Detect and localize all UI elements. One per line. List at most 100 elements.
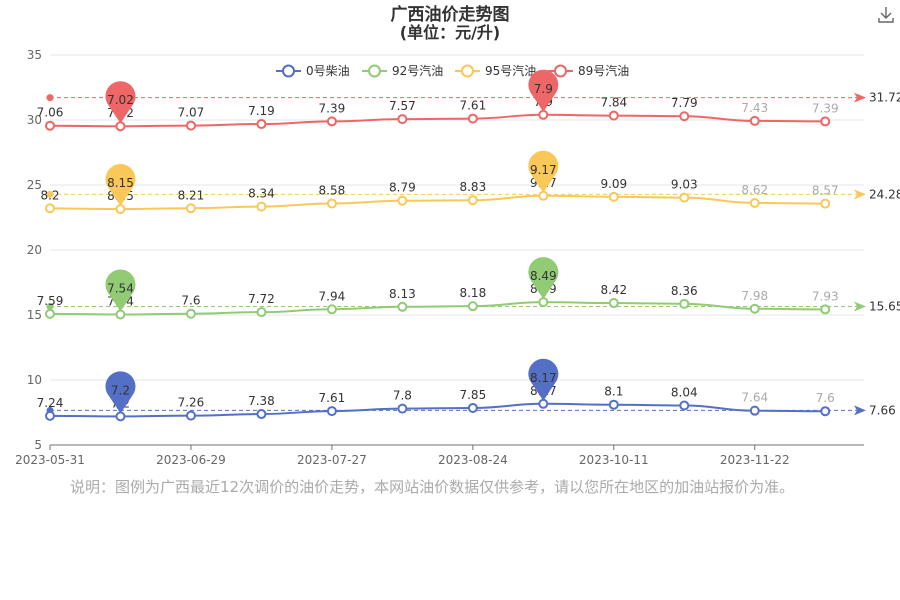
- data-label: 7.43: [741, 101, 768, 115]
- data-point: [45, 203, 55, 214]
- x-tick-label: 2023-08-24: [438, 453, 508, 467]
- data-point: [820, 198, 831, 209]
- data-point: [679, 192, 690, 203]
- max-pin-shape: [528, 69, 559, 112]
- x-tick-label: 2023-11-22: [720, 453, 790, 467]
- min-pin-label: 7.54: [107, 281, 134, 295]
- y-tick-label: 30: [27, 113, 42, 127]
- data-label: 8.1: [604, 385, 623, 399]
- data-label: 7.6: [816, 391, 835, 405]
- series-line: [49, 113, 826, 128]
- data-point: [608, 298, 619, 309]
- average-label: 7.66: [869, 403, 896, 417]
- data-label: 8.13: [389, 287, 416, 301]
- min-pin-label: 7.2: [111, 383, 130, 397]
- average-end-arrow: [854, 301, 866, 312]
- data-label: 8.79: [389, 181, 416, 195]
- legend-swatch-marker: [554, 64, 567, 78]
- x-tick-label: 2023-10-11: [579, 453, 649, 467]
- series-group: 24.28 8.2 8.15 8.21 8.34 8.58 8.79 8.83 9.17 9.09…: [40, 150, 900, 215]
- legend-swatch-marker: [461, 64, 474, 78]
- data-point: [397, 114, 408, 125]
- y-tick-label: 10: [27, 373, 42, 387]
- legend-label: 95号汽油: [485, 63, 536, 78]
- series-group: 31.72 7.06 7.02 7.07 7.19 7.39 7.57 7.61 7.9 7.84…: [37, 69, 900, 132]
- legend-item[interactable]: 92号汽油: [362, 63, 443, 78]
- data-point: [679, 111, 690, 122]
- series-line: [49, 301, 826, 316]
- data-label: 9.09: [600, 177, 627, 191]
- data-point: [538, 190, 549, 201]
- data-point: [115, 204, 126, 215]
- min-pin-shape: [105, 164, 136, 207]
- data-label: 9.03: [671, 178, 698, 192]
- data-label: 7.57: [389, 99, 416, 113]
- chart-footnote: 说明：图例为广西最近12次调价的油价走势，本网站油价数据仅供参考，请以您所在地区…: [70, 478, 795, 496]
- data-point: [326, 304, 337, 315]
- average-start-marker: [46, 190, 54, 198]
- max-pin-shape: [528, 150, 559, 193]
- max-pin: 7.9: [528, 69, 559, 112]
- y-tick-label: 25: [27, 178, 42, 192]
- data-point: [397, 195, 408, 206]
- data-label: 7.85: [459, 388, 486, 402]
- average-start-marker: [46, 303, 54, 311]
- data-label: 7.64: [741, 391, 768, 405]
- x-tick-label: 2023-05-31: [15, 453, 85, 467]
- data-point: [326, 198, 337, 209]
- data-point: [397, 403, 408, 414]
- data-point: [820, 116, 831, 127]
- data-point: [820, 304, 831, 315]
- data-point: [467, 195, 478, 206]
- average-start-marker: [46, 94, 54, 102]
- x-tick-label: 2023-06-29: [156, 453, 226, 467]
- data-point: [326, 116, 337, 127]
- max-pin-shape: [528, 358, 559, 401]
- min-pin: 7.02: [105, 81, 136, 124]
- data-point: [538, 109, 549, 120]
- data-label: 8.04: [671, 385, 698, 399]
- data-label: 7.26: [178, 396, 205, 410]
- data-point: [538, 398, 549, 409]
- data-point: [820, 406, 831, 417]
- legend-item[interactable]: 95号汽油: [455, 63, 536, 78]
- data-point: [256, 409, 267, 420]
- y-tick-label: 20: [27, 243, 42, 257]
- data-label: 7.98: [741, 289, 768, 303]
- data-point: [115, 411, 126, 422]
- chart-subtitle: (单位：元/升): [400, 23, 500, 42]
- data-label: 8.18: [459, 286, 486, 300]
- y-tick-label: 35: [27, 48, 42, 62]
- y-tick-label: 5: [34, 438, 42, 452]
- max-pin-label: 9.17: [530, 163, 557, 177]
- legend-item[interactable]: 89号汽油: [548, 63, 629, 78]
- data-point: [256, 307, 267, 318]
- data-label: 8.62: [741, 183, 768, 197]
- data-label: 7.6: [181, 294, 200, 308]
- download-icon[interactable]: [878, 7, 894, 23]
- legend-item[interactable]: 0号柴油: [276, 64, 350, 78]
- data-label: 7.39: [812, 101, 839, 115]
- data-point: [749, 115, 760, 126]
- average-label: 31.72: [869, 91, 900, 105]
- data-label: 8.34: [248, 187, 275, 201]
- data-point: [397, 301, 408, 312]
- data-label: 7.59: [37, 294, 64, 308]
- data-point: [679, 298, 690, 309]
- data-label: 8.2: [40, 188, 59, 202]
- chart-title: 广西油价走势图: [391, 4, 510, 25]
- data-point: [608, 399, 619, 410]
- data-label: 7.19: [248, 104, 275, 118]
- data-point: [45, 308, 55, 319]
- series-group: 15.65 7.59 7.54 7.6 7.72 7.94 8.13 8.18 8.49 8.42…: [37, 257, 900, 320]
- data-point: [45, 410, 55, 421]
- data-point: [326, 406, 337, 417]
- data-label: 7.24: [37, 396, 64, 410]
- legend-swatch-marker: [368, 64, 381, 78]
- data-point: [256, 201, 267, 212]
- average-end-arrow: [854, 92, 866, 103]
- max-pin-shape: [528, 257, 559, 300]
- data-point: [749, 405, 760, 416]
- data-label: 8.57: [812, 184, 839, 198]
